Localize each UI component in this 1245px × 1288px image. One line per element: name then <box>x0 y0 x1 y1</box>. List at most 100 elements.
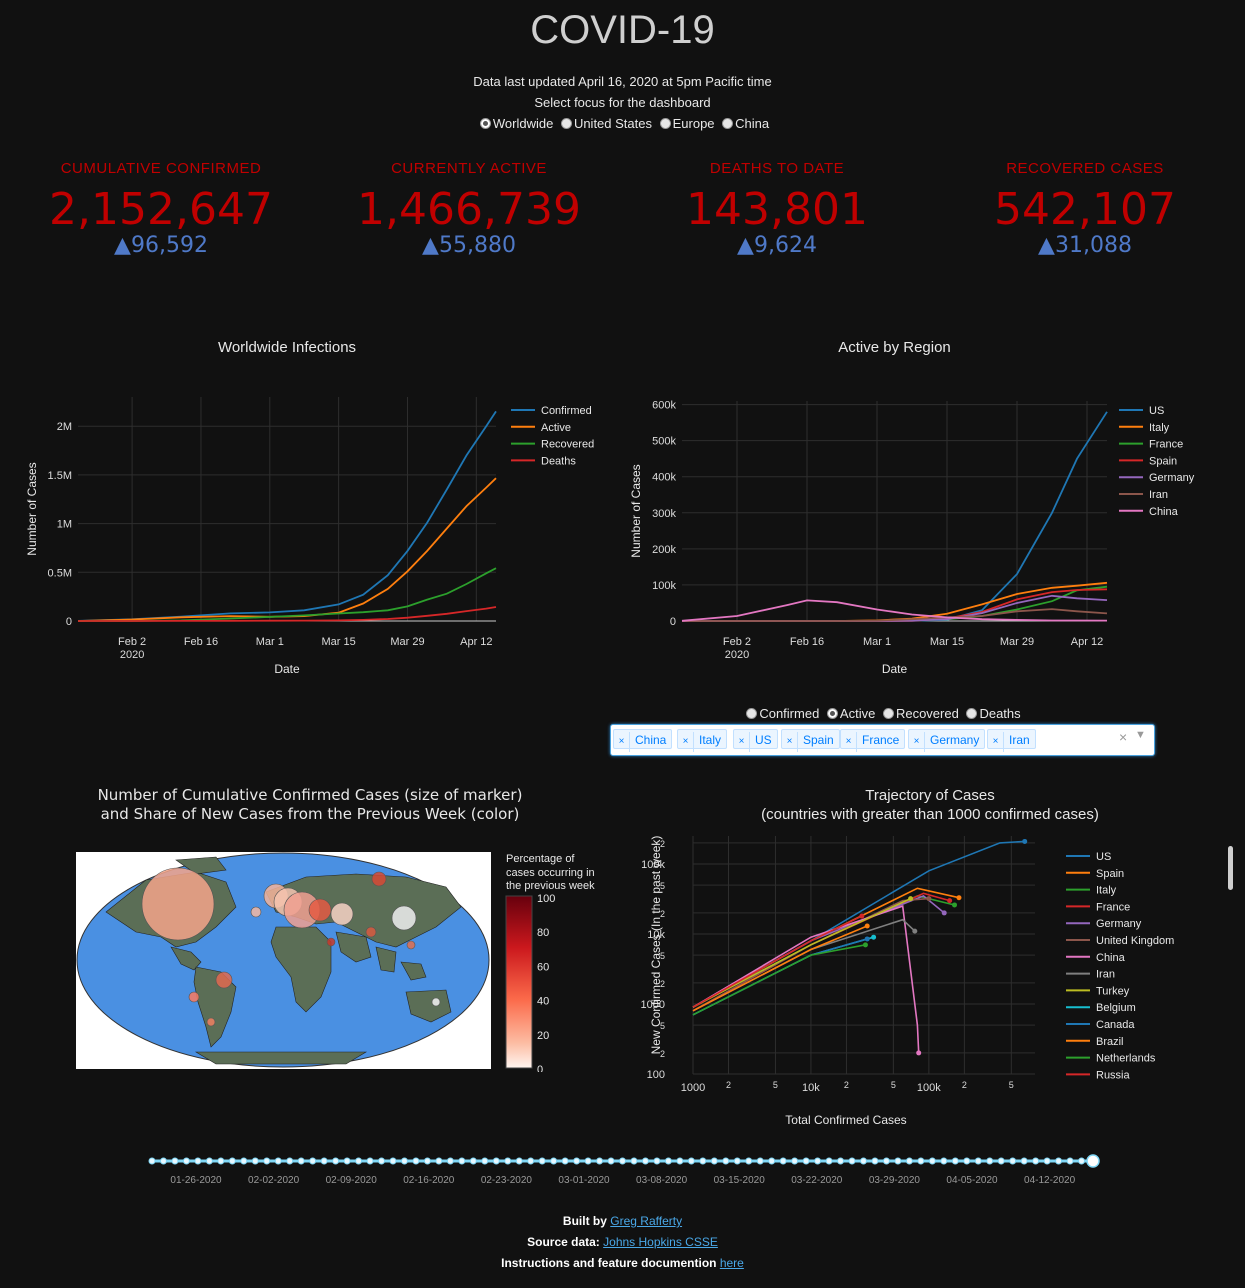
tag-france[interactable]: × France <box>840 729 906 752</box>
active-by-region-chart[interactable]: Active by Region Feb 2 Feb 16 Mar 1 Mar 15 Ma… <box>620 330 1245 690</box>
colorbar-title-line1: Percentage of <box>506 853 575 865</box>
legend-label: China <box>1149 506 1179 518</box>
remove-tag-icon[interactable]: × <box>909 732 925 752</box>
slider-dot <box>194 1157 202 1165</box>
series-endpoint <box>926 896 932 902</box>
tag-spain[interactable]: × Spain <box>781 729 840 752</box>
map-bubble <box>215 971 233 989</box>
region-metric-radio-group: Confirmed Active Recovered Deaths <box>610 706 1153 721</box>
x-tick-label: 5 <box>1009 1080 1014 1090</box>
series-line-china <box>692 905 920 1053</box>
slider-date-label: 03-29-2020 <box>869 1175 921 1186</box>
map-bubble <box>326 937 336 947</box>
world-bubble-map[interactable]: Percentage of cases occurring in the pre… <box>76 852 616 1072</box>
remove-tag-icon[interactable]: × <box>614 732 630 752</box>
remove-tag-icon[interactable]: × <box>678 732 694 752</box>
legend-label: Netherlands <box>1096 1053 1156 1065</box>
legend-label: Recovered <box>541 439 594 451</box>
kpi-recovered-cases: RECOVERED CASES 542,107 ▲31,088 <box>930 160 1240 259</box>
colorbar-tick-label: 60 <box>537 961 549 973</box>
slider-dot <box>320 1157 328 1165</box>
author-link[interactable]: Greg Rafferty <box>610 1214 683 1228</box>
radio-icon[interactable] <box>882 708 894 719</box>
series-line-russia <box>692 915 863 1008</box>
metric-option-deaths[interactable]: Deaths <box>962 706 1021 721</box>
x-tick-label: Mar 29 <box>1000 636 1034 648</box>
legend-label: Germany <box>1149 472 1195 484</box>
focus-option-china[interactable]: China <box>718 116 769 131</box>
slider-dot <box>435 1157 443 1165</box>
y-tick-label: 0 <box>670 616 676 628</box>
map-bubble <box>391 905 417 931</box>
tag-china[interactable]: × China <box>613 729 673 752</box>
y-tick-label: 2 <box>660 839 665 849</box>
legend-label: Deaths <box>541 455 576 467</box>
slider-dot <box>905 1157 913 1165</box>
slider-dot <box>997 1157 1005 1165</box>
kpi-delta: ▲55,880 <box>422 233 516 258</box>
slider-dot <box>527 1157 535 1165</box>
radio-icon[interactable] <box>746 708 758 719</box>
chart-subtitle: (countries with greater than 1000 confir… <box>761 806 1099 823</box>
remove-tag-icon[interactable]: × <box>988 732 1004 752</box>
radio-icon[interactable] <box>722 118 734 129</box>
y-tick-label: 2M <box>57 421 72 433</box>
date-slider[interactable]: 01-26-2020 02-02-2020 02-09-2020 02-16-2020… <box>140 1150 1110 1190</box>
tag-italy[interactable]: × Italy <box>677 729 728 752</box>
radio-icon[interactable] <box>826 708 838 719</box>
legend-label: Spain <box>1096 868 1124 880</box>
remove-tag-icon[interactable]: × <box>782 732 798 752</box>
remove-tag-icon[interactable]: × <box>734 732 750 752</box>
chevron-down-icon[interactable]: ▼ <box>1135 729 1146 741</box>
clear-all-icon[interactable]: × <box>1119 729 1128 745</box>
y-tick-label: 5 <box>660 881 665 891</box>
y-tick-label: 2 <box>660 979 665 989</box>
series-endpoint <box>1022 838 1028 844</box>
metric-option-recovered[interactable]: Recovered <box>879 706 959 721</box>
worldwide-infections-chart[interactable]: Worldwide Infections Feb 2 Feb 16 Mar 1 Mar … <box>0 330 620 690</box>
slider-dot <box>286 1157 294 1165</box>
radio-icon[interactable] <box>479 118 491 129</box>
tag-germany[interactable]: × Germany <box>908 729 986 752</box>
slider-handle[interactable] <box>1086 1154 1100 1168</box>
radio-icon[interactable] <box>966 708 978 719</box>
kpi-label: CUMULATIVE CONFIRMED <box>60 160 262 177</box>
focus-option-united-states[interactable]: United States <box>557 116 652 131</box>
tag-iran[interactable]: × Iran <box>987 729 1036 752</box>
scrollbar-thumb[interactable] <box>1228 846 1233 890</box>
legend-label: Italy <box>1096 885 1117 897</box>
tag-us[interactable]: × US <box>733 729 778 752</box>
slider-dot <box>974 1157 982 1165</box>
slider-dot <box>653 1157 661 1165</box>
slider-dot <box>986 1157 994 1165</box>
series-line-recovered <box>78 567 497 622</box>
slider-dot <box>573 1157 581 1165</box>
slider-dot <box>561 1157 569 1165</box>
x-axis-label: Date <box>882 662 908 676</box>
slider-date-label: 03-15-2020 <box>714 1175 766 1186</box>
remove-tag-icon[interactable]: × <box>841 732 857 752</box>
map-bubble <box>188 991 200 1003</box>
x-tick-label: Feb 2 <box>723 636 751 648</box>
focus-option-europe[interactable]: Europe <box>656 116 715 131</box>
country-multiselect[interactable]: × China × Italy × US × Spain × France × German… <box>610 724 1155 756</box>
radio-icon[interactable] <box>560 118 572 129</box>
colorbar-tick-label: 100 <box>537 893 555 905</box>
slider-dot <box>641 1157 649 1165</box>
slider-dot <box>928 1157 936 1165</box>
slider-dot <box>837 1157 845 1165</box>
slider-date-label: 02-23-2020 <box>481 1175 533 1186</box>
slider-dot <box>412 1157 420 1165</box>
trajectory-chart[interactable]: Trajectory of Cases (countries with great… <box>620 780 1245 1136</box>
metric-option-active[interactable]: Active <box>823 706 875 721</box>
source-link[interactable]: Johns Hopkins CSSE <box>603 1235 718 1249</box>
docs-link[interactable]: here <box>719 1256 744 1270</box>
slider-dot <box>814 1157 822 1165</box>
focus-option-worldwide[interactable]: Worldwide <box>476 116 553 131</box>
slider-dot <box>802 1157 810 1165</box>
legend-label: France <box>1096 901 1130 913</box>
metric-option-confirmed[interactable]: Confirmed <box>742 706 819 721</box>
x-tick-year: 2020 <box>725 649 749 661</box>
radio-icon[interactable] <box>659 118 671 129</box>
colorbar-ticks: 100 80 60 40 20 0 <box>537 893 555 1072</box>
